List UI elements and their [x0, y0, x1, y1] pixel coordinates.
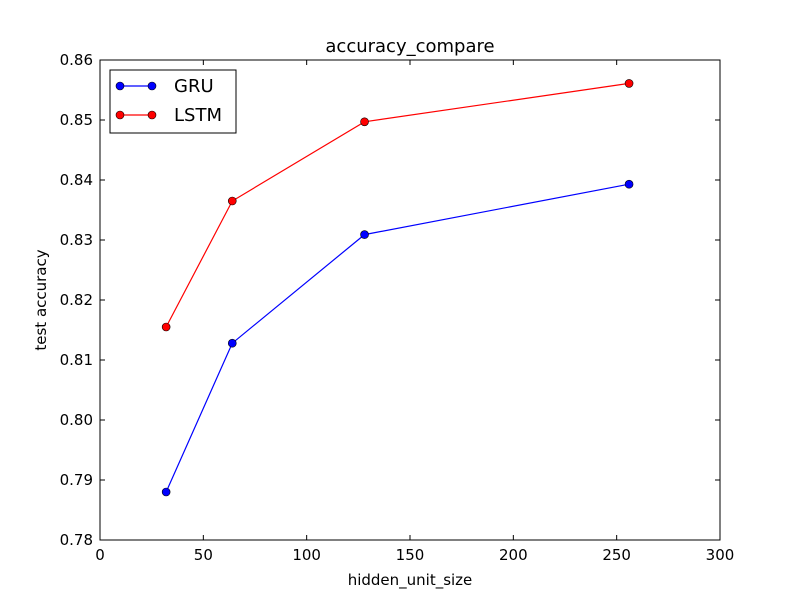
y-tick-label: 0.86 [60, 51, 93, 69]
data-point-lstm [227, 196, 237, 206]
x-tick-label: 50 [194, 546, 213, 564]
data-point-lstm [161, 322, 171, 332]
x-tick-label: 250 [602, 546, 631, 564]
axes-layer [99, 59, 721, 541]
data-point-gru [227, 338, 237, 348]
data-layer [161, 79, 634, 497]
chart-title: accuracy_compare [325, 36, 494, 57]
legend-marker-gru [147, 81, 157, 91]
legend-item-lstm: LSTM [115, 105, 222, 126]
x-tick-label: 150 [396, 546, 425, 564]
tick-layer: 0 50 100 150 200 250 300 0.78 0.79 0.80 0.81 0.82 0.… [60, 51, 735, 564]
y-tick-label: 0.79 [60, 471, 93, 489]
legend-box [109, 69, 237, 134]
legend-label-lstm: LSTM [174, 105, 222, 126]
y-tick-label: 0.80 [60, 411, 93, 429]
y-tick-label: 0.81 [60, 351, 93, 369]
x-tick-label: 100 [292, 546, 321, 564]
legend-marker-gru [115, 81, 125, 91]
legend-marker-lstm [115, 110, 125, 120]
y-axis-title: test accuracy [32, 249, 50, 350]
x-tick-label: 200 [499, 546, 528, 564]
data-point-gru [161, 487, 171, 497]
data-point-gru [360, 230, 369, 239]
series-line-gru [165, 183, 630, 493]
legend: GRU LSTM [109, 69, 237, 134]
series-line-lstm [165, 82, 630, 328]
y-tick-label: 0.83 [60, 231, 93, 249]
y-tick-label: 0.78 [60, 531, 93, 549]
x-tick-label: 0 [95, 546, 105, 564]
legend-marker-lstm [147, 110, 157, 120]
y-tick-label: 0.85 [60, 111, 93, 129]
legend-label-gru: GRU [174, 76, 214, 97]
data-point-gru [624, 179, 634, 189]
legend-item-gru: GRU [115, 76, 214, 97]
data-point-lstm [360, 117, 369, 127]
x-axis-title: hidden_unit_size [348, 571, 473, 590]
x-tick-label: 300 [706, 546, 735, 564]
data-point-lstm [624, 79, 634, 88]
y-tick-label: 0.82 [60, 291, 93, 309]
y-tick-label: 0.84 [60, 171, 93, 189]
